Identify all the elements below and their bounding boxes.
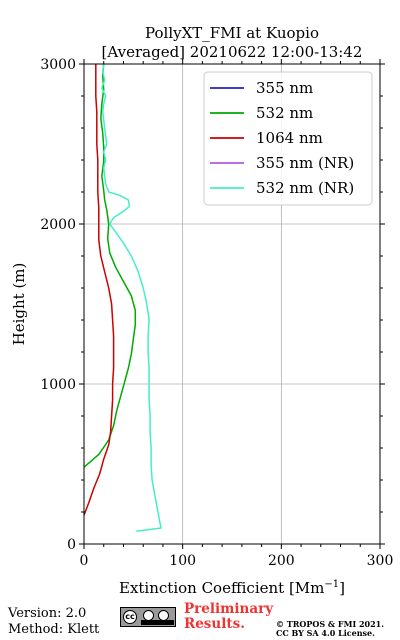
extinction-profile-chart: PollyXT_FMI at Kuopio [Averaged] 2021062… <box>10 24 393 597</box>
legend-label-355-nm-nr: 355 nm (NR) <box>256 154 354 172</box>
x-tick-label: 0 <box>80 553 89 569</box>
legend-label-532-nm-nr: 532 nm (NR) <box>256 179 354 197</box>
x-tick-label: 100 <box>169 553 196 569</box>
badge-strip <box>141 620 174 625</box>
preliminary-line-1: Preliminary <box>184 601 274 617</box>
legend: 355 nm 532 nm 1064 nm 355 nm (NR) 532 nm (NR… <box>203 71 373 206</box>
x-tick-label: 300 <box>367 553 394 569</box>
copyright-note: © TROPOS & FMI 2021. CC BY SA 4.0 Licens… <box>276 620 384 638</box>
y-tick-label: 2000 <box>40 217 76 233</box>
method-text: Method: Klett <box>8 622 100 637</box>
chart-subtitle: [Averaged] 20210622 12:00-13:42 <box>102 43 363 61</box>
cc-icon: cc <box>123 610 137 624</box>
version-text: Version: 2.0 <box>8 606 87 621</box>
plot-frame <box>83 63 381 545</box>
legend-label-1064-nm: 1064 nm <box>256 129 323 147</box>
y-tick-label: 0 <box>67 537 76 553</box>
cc-license-badge: cc <box>120 607 176 627</box>
y-tick-label: 3000 <box>40 57 76 73</box>
chart-title: PollyXT_FMI at Kuopio <box>145 24 319 42</box>
series-line-1064-nm <box>83 64 115 516</box>
series-line-532-nm-nr <box>101 63 162 532</box>
y-axis-label: Height (m) <box>10 263 28 346</box>
x-tick-label: 200 <box>268 553 295 569</box>
copyright-line-2: CC BY SA 4.0 License. <box>276 628 375 638</box>
preliminary-results-note: Preliminary Results. <box>184 602 273 632</box>
preliminary-line-2: Results. <box>184 616 245 632</box>
x-axis-label: Extinction Coefficient [Mm−1] <box>119 579 345 597</box>
legend-label-532-nm: 532 nm <box>256 104 313 122</box>
y-tick-label: 1000 <box>40 377 76 393</box>
series-line-532-nm <box>83 63 137 468</box>
copyright-line-1: © TROPOS & FMI 2021. <box>276 619 385 629</box>
legend-label-355-nm: 355 nm <box>256 79 313 97</box>
series-layer <box>83 63 162 532</box>
version-info: Version: 2.0 Method: Klett <box>8 606 99 638</box>
legend-box <box>203 71 373 206</box>
